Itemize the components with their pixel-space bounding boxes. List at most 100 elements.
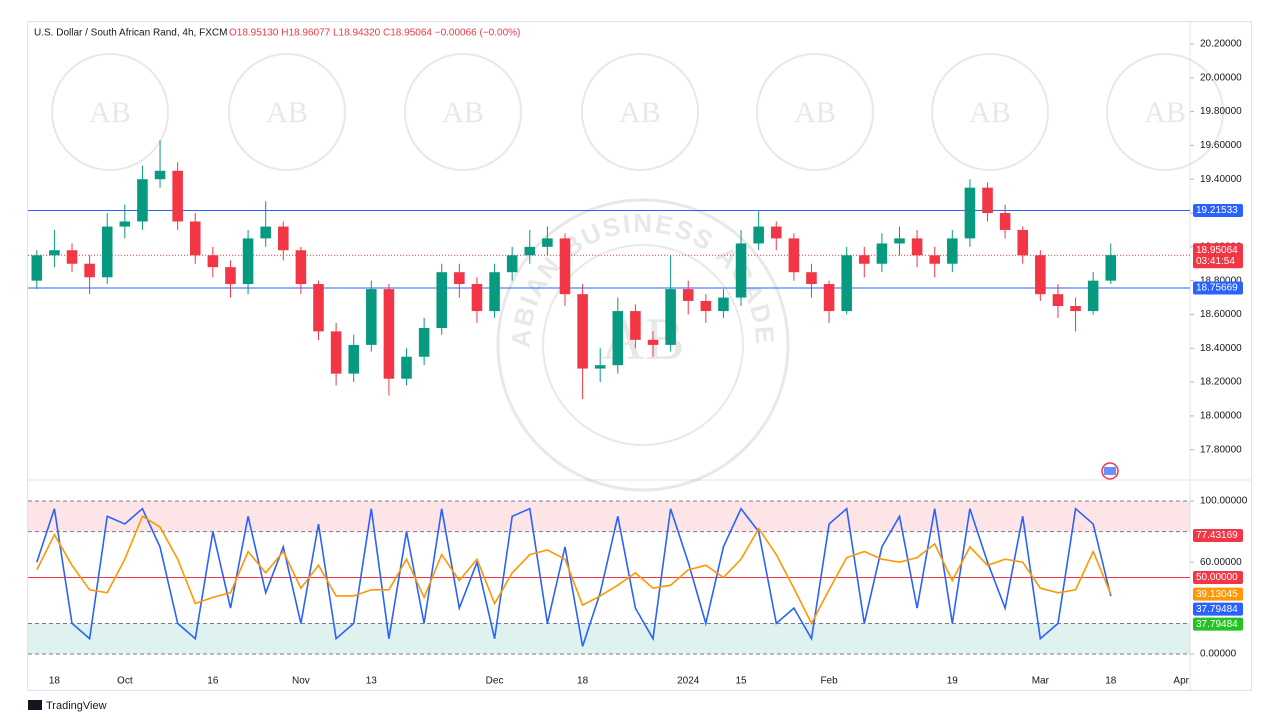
brand: TradingView bbox=[46, 700, 107, 712]
x-tick-label: Nov bbox=[292, 676, 310, 687]
watermark-logo: AB bbox=[619, 96, 661, 129]
candle-body bbox=[260, 226, 271, 239]
symbol-title: U.S. Dollar / South African Rand, 4h, FX… bbox=[34, 28, 227, 39]
candle-body bbox=[876, 243, 888, 264]
y-tick-label: 0.00000 bbox=[1200, 649, 1237, 660]
candle-body bbox=[982, 187, 993, 214]
x-tick-label: 18 bbox=[1105, 676, 1117, 687]
candle-body bbox=[947, 238, 958, 264]
watermark-ring bbox=[51, 53, 169, 171]
value-tag-bg bbox=[1193, 571, 1243, 585]
candle-body bbox=[383, 289, 395, 379]
candle-body bbox=[700, 300, 712, 312]
level-tag-bg bbox=[1193, 203, 1243, 217]
candle-body bbox=[735, 243, 747, 298]
candle-body bbox=[418, 327, 430, 357]
value-tag: 37.79484 bbox=[1196, 604, 1238, 615]
candle-body bbox=[718, 297, 729, 312]
x-tick-label: Dec bbox=[486, 676, 504, 687]
candle-body bbox=[401, 356, 412, 379]
y-tick-label: 19.80000 bbox=[1200, 106, 1242, 117]
candle-body bbox=[66, 250, 78, 264]
value-tag-bg bbox=[1193, 602, 1243, 616]
candle-body bbox=[471, 284, 483, 312]
y-tick-label: 18.00000 bbox=[1200, 411, 1242, 422]
candle-body bbox=[119, 221, 131, 227]
brand-logo bbox=[28, 700, 42, 710]
candle-body bbox=[894, 238, 905, 244]
candle-body bbox=[999, 213, 1011, 230]
candle-body bbox=[1070, 306, 1081, 312]
watermark-ring bbox=[496, 198, 790, 492]
y-tick-label: 18.60000 bbox=[1200, 309, 1242, 320]
candle-body bbox=[594, 365, 606, 369]
level-tag-bg bbox=[1193, 281, 1243, 295]
value-tag-bg bbox=[1193, 617, 1243, 631]
watermark-logo: AB bbox=[89, 96, 131, 129]
watermark-logo: AB bbox=[969, 96, 1011, 129]
candle-body bbox=[559, 238, 571, 295]
y-tick-label: 100.00000 bbox=[1200, 496, 1248, 507]
x-tick-label: 13 bbox=[366, 676, 378, 687]
value-tag: 77.43169 bbox=[1196, 530, 1238, 541]
candle-body bbox=[366, 289, 377, 345]
candle-body bbox=[1105, 255, 1117, 281]
watermark-logo: AB bbox=[442, 96, 484, 129]
candle-body bbox=[806, 272, 817, 285]
candle-body bbox=[207, 255, 219, 268]
candle-body bbox=[154, 170, 166, 180]
value-tag: 37.79484 bbox=[1196, 619, 1238, 630]
oscillator-line bbox=[36, 507, 1112, 647]
candle-body bbox=[49, 250, 60, 256]
band bbox=[28, 623, 1190, 655]
last-price-tag-bg bbox=[1193, 243, 1243, 269]
candle-body bbox=[753, 226, 764, 244]
candle-body bbox=[278, 226, 289, 251]
candle-body bbox=[770, 226, 782, 239]
watermark-ring bbox=[931, 53, 1049, 171]
candle-body bbox=[630, 311, 641, 340]
candle-body bbox=[841, 255, 852, 312]
value-tag-bg bbox=[1193, 587, 1243, 601]
value-tag-bg bbox=[1193, 529, 1243, 543]
candle-body bbox=[454, 272, 465, 285]
candle-body bbox=[859, 255, 870, 264]
ohlc-readout: O18.95130 H18.96077 L18.94320 C18.95064 … bbox=[229, 28, 520, 39]
x-tick-label: 2024 bbox=[677, 676, 700, 687]
candle-body bbox=[929, 255, 940, 264]
candle-body bbox=[1087, 280, 1099, 312]
candle-body bbox=[577, 294, 588, 369]
candle-body bbox=[137, 179, 148, 222]
candle-body bbox=[101, 226, 113, 278]
y-tick-label: 19.40000 bbox=[1200, 174, 1242, 185]
candle-body bbox=[506, 255, 518, 273]
watermark-logo: AB bbox=[266, 96, 308, 129]
y-tick-label: 19.60000 bbox=[1200, 140, 1242, 151]
watermark-ring bbox=[1106, 53, 1224, 171]
candle-body bbox=[84, 263, 95, 278]
candle-body bbox=[612, 311, 624, 366]
candle-body bbox=[225, 267, 236, 285]
x-tick-label: 18 bbox=[577, 676, 589, 687]
y-tick-label: 20.00000 bbox=[1200, 72, 1242, 83]
candle-body bbox=[823, 284, 835, 312]
candle-body bbox=[348, 344, 359, 374]
watermark-logo: AB bbox=[794, 96, 836, 129]
x-tick-label: 18 bbox=[49, 676, 61, 687]
y-tick-label: 20.20000 bbox=[1200, 39, 1242, 50]
y-tick-label: 18.40000 bbox=[1200, 343, 1242, 354]
oscillator-line bbox=[36, 515, 1112, 626]
candle-body bbox=[647, 339, 659, 345]
candle-body bbox=[242, 238, 254, 285]
x-tick-label: 16 bbox=[207, 676, 219, 687]
watermark-ring bbox=[756, 53, 874, 171]
x-tick-label: Apr bbox=[1173, 676, 1189, 687]
candle-body bbox=[31, 255, 43, 281]
value-tag: 50.00000 bbox=[1196, 572, 1238, 583]
candle-body bbox=[172, 170, 183, 222]
x-tick-label: Mar bbox=[1032, 676, 1050, 687]
candle-body bbox=[964, 187, 976, 239]
flag-icon[interactable] bbox=[1104, 467, 1116, 475]
